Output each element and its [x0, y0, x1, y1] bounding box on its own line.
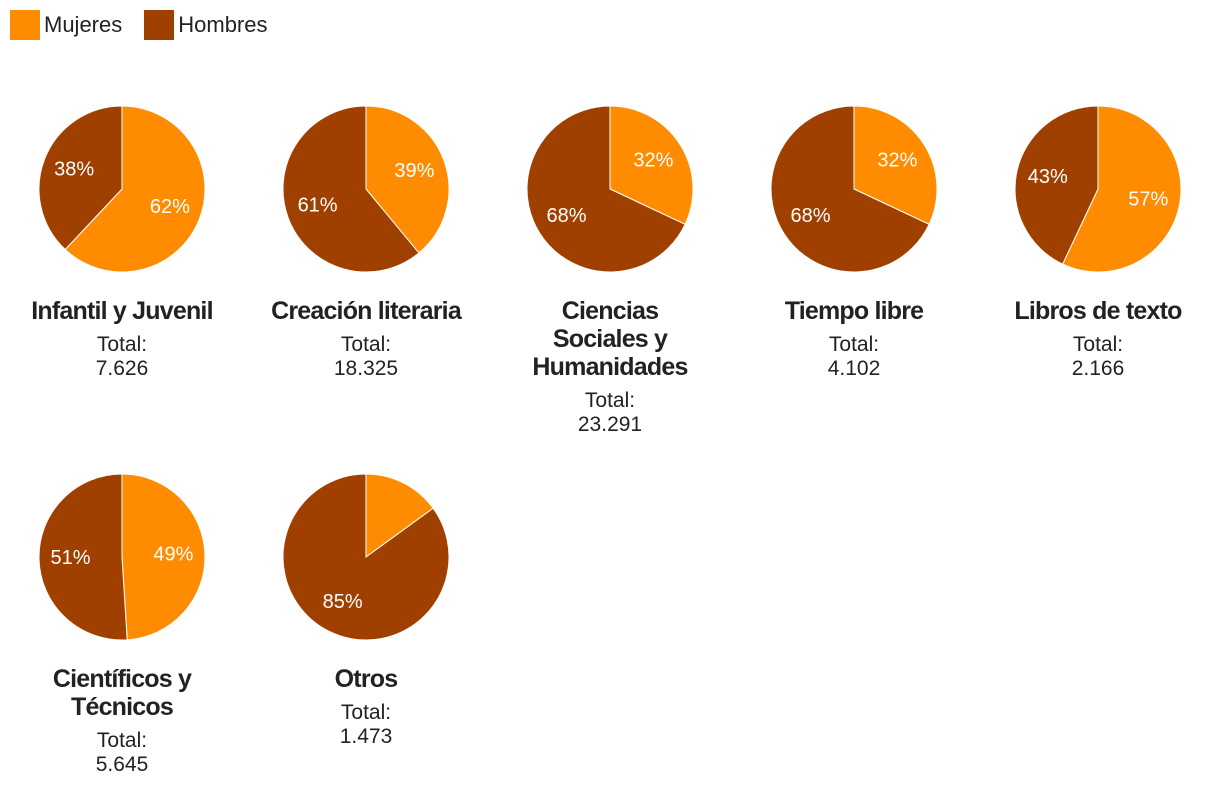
- slice-label-mujeres: 39%: [394, 160, 434, 182]
- slice-label-hombres: 38%: [54, 158, 94, 180]
- total-label: Total:: [584, 389, 636, 412]
- pie-chart-creacion-literaria: 39% 61% Creación literaria Total: 18.325: [256, 96, 476, 381]
- pie-slice-mujeres: [121, 473, 206, 641]
- total-label: Total:: [340, 701, 392, 724]
- slice-label-hombres: 85%: [323, 591, 363, 613]
- total-value: 4.102: [827, 357, 881, 380]
- slice-label-mujeres: 57%: [1128, 189, 1168, 211]
- pie-slice-hombres: [38, 473, 128, 641]
- pie-slice-mujeres: [609, 105, 694, 226]
- total-label: Total:: [96, 729, 148, 752]
- slice-label-mujeres: 49%: [153, 544, 193, 566]
- pie-svg: 62% 38%: [38, 105, 206, 273]
- slice-label-hombres: 61%: [298, 195, 338, 217]
- pie-svg: 85%: [282, 473, 450, 641]
- pie-svg: 32% 68%: [770, 105, 938, 273]
- slice-label-hombres: 43%: [1028, 166, 1068, 188]
- pie-chart-cientificos-tecnicos: 49% 51% Científicos y Técnicos Total: 5.6…: [12, 464, 232, 777]
- chart-title: Científicos y Técnicos: [52, 665, 192, 721]
- legend-item-hombres: Hombres: [144, 10, 268, 40]
- legend-swatch-hombres: [144, 10, 175, 40]
- pie-slice-hombres: [770, 105, 930, 273]
- total-value: 1.473: [339, 725, 393, 748]
- chart-title: Creación literaria: [271, 297, 462, 325]
- legend-label-mujeres: Mujeres: [44, 12, 123, 37]
- pie-slice-hombres: [38, 105, 123, 251]
- total-value: 18.325: [333, 357, 399, 380]
- pie-slice-mujeres: [64, 105, 206, 273]
- pie-slice-hombres: [1014, 105, 1099, 265]
- pie-slice-mujeres: [1061, 105, 1182, 273]
- legend-item-mujeres: Mujeres: [10, 10, 122, 40]
- slice-label-mujeres: 62%: [150, 196, 190, 218]
- pie-slice-mujeres: [365, 473, 434, 558]
- slice-label-mujeres: 32%: [633, 150, 673, 172]
- total-label: Total:: [340, 333, 392, 356]
- pie-chart-tiempo-libre: 32% 68% Tiempo libre Total: 4.102: [744, 96, 964, 381]
- total-value: 7.626: [95, 357, 149, 380]
- chart-title: Ciencias Sociales y Humanidades: [532, 297, 688, 381]
- slice-label-hombres: 68%: [791, 205, 831, 227]
- chart-title: Otros: [334, 665, 398, 693]
- pie-slice-hombres: [282, 105, 420, 273]
- total-value: 23.291: [577, 413, 643, 436]
- slice-label-mujeres: 32%: [877, 150, 917, 172]
- total-value: 5.645: [95, 753, 149, 776]
- pie-chart-libros-de-texto: 57% 43% Libros de texto Total: 2.166: [988, 96, 1208, 381]
- chart-title: Tiempo libre: [784, 297, 924, 325]
- pie-svg: 32% 68%: [526, 105, 694, 273]
- legend-swatch-mujeres: [10, 10, 40, 40]
- chart-title: Infantil y Juvenil: [31, 297, 213, 325]
- slice-label-hombres: 68%: [547, 205, 587, 227]
- pie-chart-infantil-juvenil: 62% 38% Infantil y Juvenil Total: 7.626: [12, 96, 232, 381]
- pie-slice-mujeres: [365, 105, 450, 254]
- pie-svg: 39% 61%: [282, 105, 450, 273]
- legend: Mujeres Hombres: [10, 10, 290, 40]
- total-label: Total:: [96, 333, 148, 356]
- pie-svg: 57% 43%: [1014, 105, 1182, 273]
- pie-slice-mujeres: [853, 105, 938, 226]
- pie-svg: 49% 51%: [38, 473, 206, 641]
- total-value: 2.166: [1071, 357, 1125, 380]
- total-label: Total:: [1072, 333, 1124, 356]
- pie-chart-ciencias-sociales: 32% 68% Ciencias Sociales y Humanidades T…: [500, 96, 720, 437]
- pie-chart-otros: 85% Otros Total: 1.473: [256, 464, 476, 749]
- slice-label-hombres: 51%: [51, 547, 91, 569]
- pie-slice-hombres: [282, 473, 450, 641]
- pie-slice-hombres: [526, 105, 686, 273]
- legend-label-hombres: Hombres: [178, 12, 268, 37]
- total-label: Total:: [828, 333, 880, 356]
- chart-title: Libros de texto: [1014, 297, 1182, 325]
